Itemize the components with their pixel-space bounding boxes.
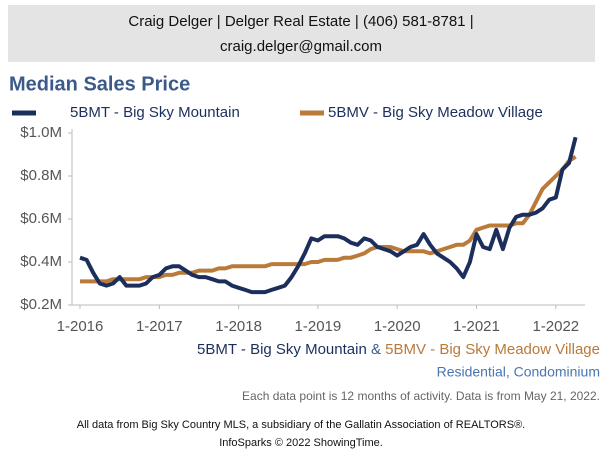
subtitle-series: 5BMT - Big Sky Mountain xyxy=(197,341,367,358)
x-tick-label: 1-2017 xyxy=(136,318,183,335)
x-tick-label: 1-2018 xyxy=(215,318,262,335)
subtitle-connector: & xyxy=(371,341,381,358)
note: Each data point is 12 months of activity… xyxy=(242,389,600,403)
y-tick-label: $0.2M xyxy=(20,296,62,313)
y-tick-label: $0.6M xyxy=(20,210,62,227)
x-tick-label: 1-2021 xyxy=(453,318,500,335)
footer: InfoSparks © 2022 ShowingTime. xyxy=(219,437,383,449)
header-line: craig.delger@gmail.com xyxy=(220,38,382,55)
subtitle: 5BMT - Big Sky Mountain & 5BMV - Big Sky… xyxy=(197,341,600,358)
footer: All data from Big Sky Country MLS, a sub… xyxy=(77,419,526,431)
header-box xyxy=(8,5,595,62)
y-tick-label: $1.0M xyxy=(20,124,62,141)
x-tick-label: 1-2019 xyxy=(295,318,342,335)
legend-label: 5BMT - Big Sky Mountain xyxy=(70,104,240,121)
chart-title: Median Sales Price xyxy=(9,73,190,95)
subtitle-series: 5BMV - Big Sky Meadow Village xyxy=(385,341,600,358)
series-line xyxy=(79,136,578,295)
series-line xyxy=(80,155,577,284)
y-tick-label: $0.8M xyxy=(20,167,62,184)
x-tick-label: 1-2016 xyxy=(57,318,104,335)
property-types: Residential, Condominium xyxy=(437,364,600,380)
x-tick-label: 1-2022 xyxy=(532,318,579,335)
header-line: Craig Delger | Delger Real Estate | (406… xyxy=(128,13,473,30)
x-tick-label: 1-2020 xyxy=(374,318,421,335)
y-tick-label: $0.4M xyxy=(20,253,62,270)
legend-label: 5BMV - Big Sky Meadow Village xyxy=(328,104,543,121)
